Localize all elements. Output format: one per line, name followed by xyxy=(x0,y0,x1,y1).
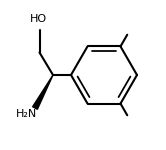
Text: H₂N: H₂N xyxy=(15,109,37,119)
Polygon shape xyxy=(33,75,53,109)
Text: HO: HO xyxy=(29,15,46,24)
